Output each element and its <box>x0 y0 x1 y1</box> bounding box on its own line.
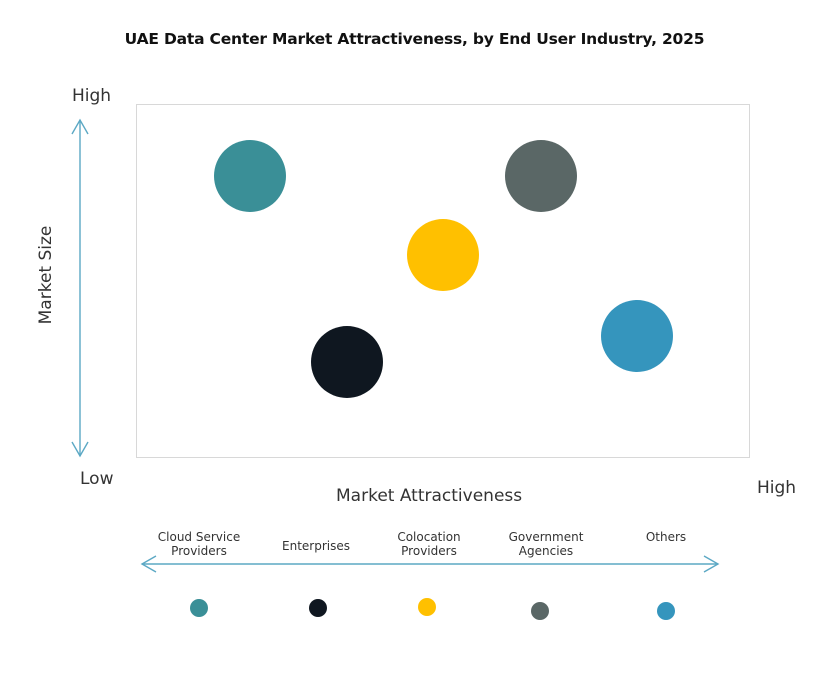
bubble-cloud-service-providers <box>214 140 286 212</box>
y-axis-low-label: Low <box>80 469 114 489</box>
legend-label-colocation-providers: Colocation Providers <box>397 530 461 558</box>
chart-title: UAE Data Center Market Attractiveness, b… <box>124 30 705 48</box>
bubble-government-agencies <box>505 140 577 212</box>
arrow-down-icon <box>71 441 89 458</box>
legend-dot-colocation-providers <box>418 598 436 616</box>
x-axis-high-label: High <box>757 478 797 498</box>
legend-label-enterprises: Enterprises <box>282 539 350 553</box>
bubble-colocation-providers <box>407 219 479 291</box>
legend-dot-government-agencies <box>531 602 549 620</box>
legend-dot-others <box>657 602 675 620</box>
arrow-up-icon <box>71 118 89 135</box>
legend-dot-cloud-service-providers <box>190 599 208 617</box>
x-axis-title: Market Attractiveness <box>336 486 523 506</box>
legend-label-government-agencies: Government Agencies <box>508 530 584 558</box>
plot-area <box>136 104 750 458</box>
y-axis-high-label: High <box>72 86 112 106</box>
arrow-right-icon <box>703 555 720 573</box>
legend-label-others: Others <box>645 530 687 544</box>
legend-label-cloud-service-providers: Cloud Service Providers <box>157 530 241 558</box>
bubble-others <box>601 300 673 372</box>
legend-dot-enterprises <box>309 599 327 617</box>
bubble-enterprises <box>311 326 383 398</box>
arrow-left-icon <box>140 555 157 573</box>
